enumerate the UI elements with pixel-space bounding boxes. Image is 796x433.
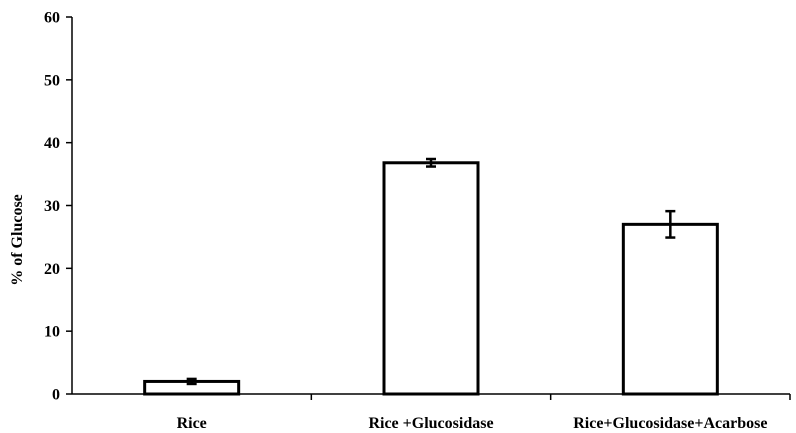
y-tick-label: 10 [44,324,60,341]
y-tick-label: 30 [44,198,60,215]
y-tick-label: 60 [44,10,60,27]
x-category-label: Rice +Glucosidase [368,415,493,432]
bars-group [143,157,719,396]
y-tick-label: 0 [52,387,60,404]
bar-2 [621,222,719,396]
y-axis-title: % of Glucose [9,194,26,286]
x-axis-labels: Rice Rice +Glucosidase Rice+Glucosidase+Ac… [177,415,768,432]
y-axis-ticks: 0 10 20 30 40 50 60 [44,10,791,404]
bar-1 [382,161,480,396]
error-bar-2 [665,209,676,239]
y-tick-label: 20 [44,261,60,278]
y-tick-label: 40 [44,135,60,152]
y-tick-label: 50 [44,72,60,89]
error-bar-0 [186,377,197,386]
error-bar-1 [426,157,436,168]
x-category-label: Rice+Glucosidase+Acarbose [573,415,767,432]
x-category-label: Rice [177,415,207,432]
